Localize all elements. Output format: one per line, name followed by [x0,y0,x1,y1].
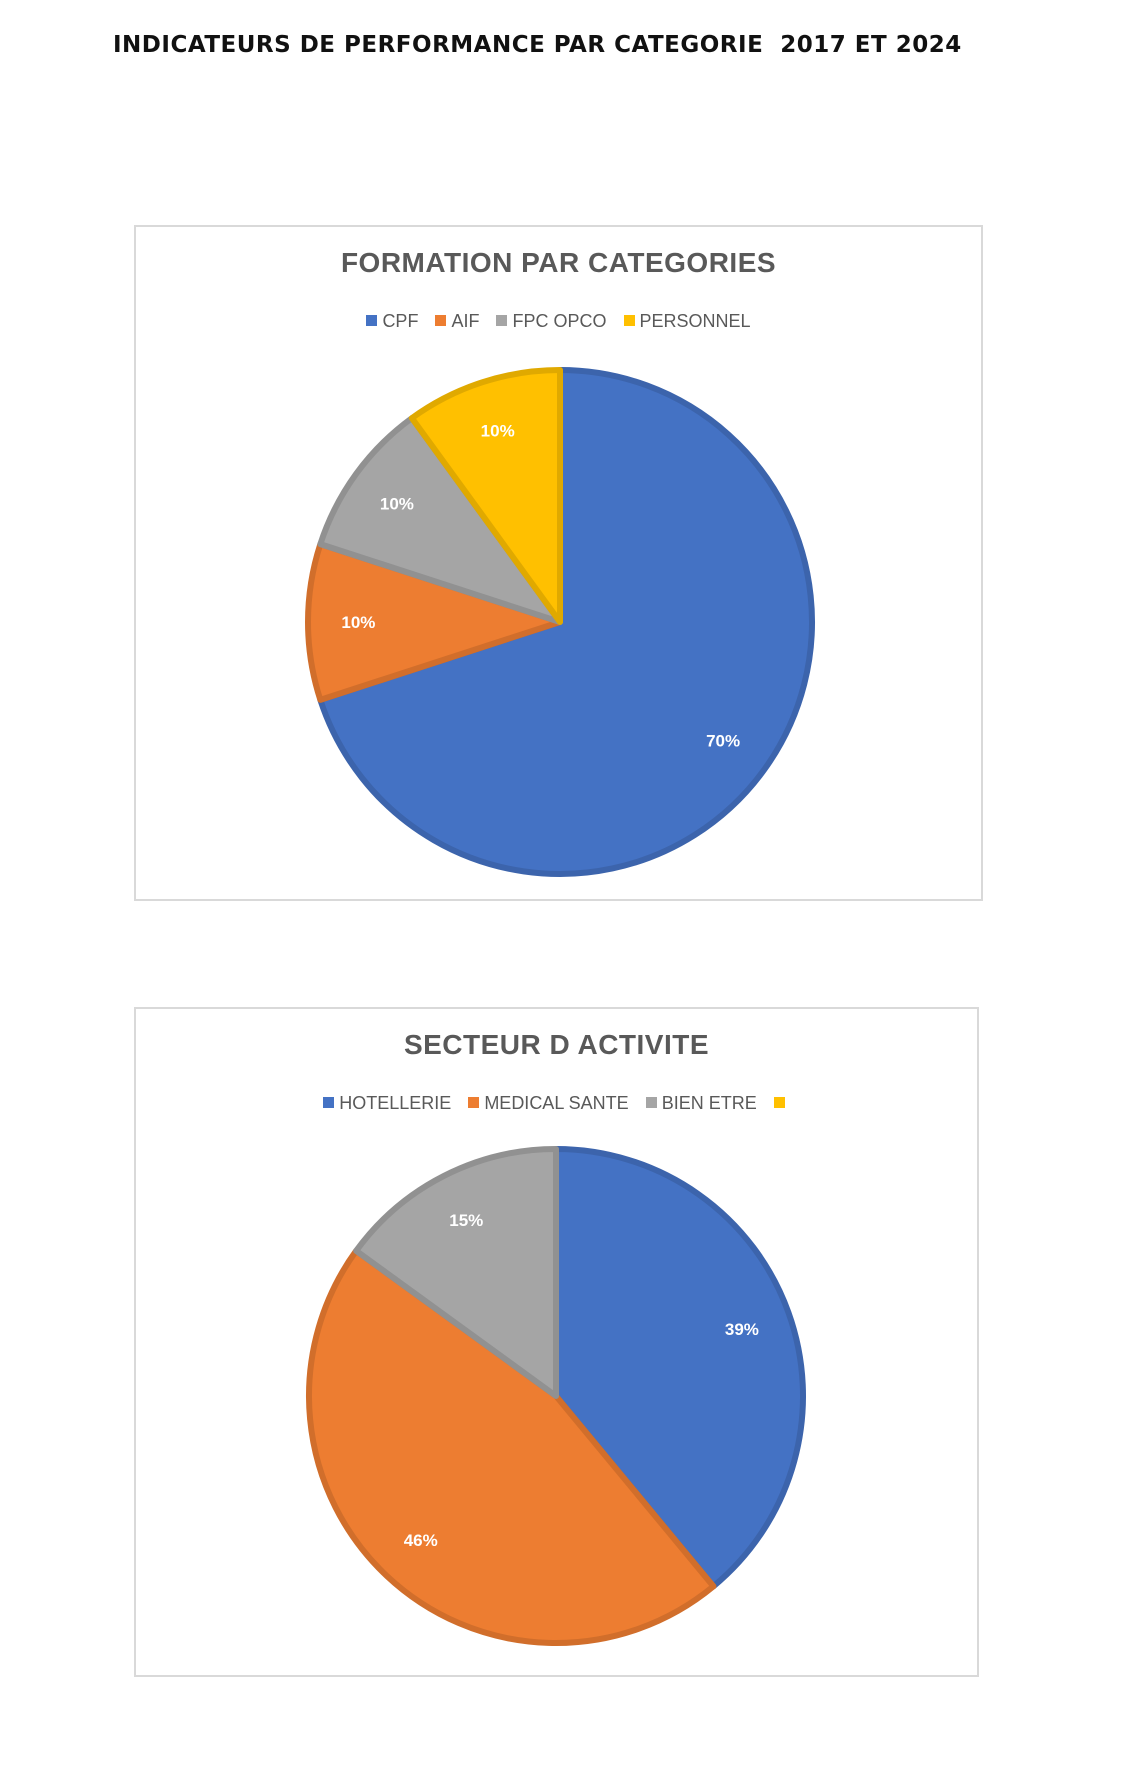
legend-label: CPF [382,311,419,331]
legend-label: MEDICAL SANTE [484,1093,629,1113]
pie-slice-medical-sante [306,1247,717,1646]
data-label-fpc-opco: 10% [380,495,414,514]
legend-item-fpc-opco: FPC OPCO [496,311,607,332]
legend-label: BIEN ETRE [661,1093,757,1113]
chart-secteur-d-activite: SECTEUR D ACTIVITE HOTELLERIE MEDICAL SA… [134,1007,979,1677]
pie-chart: 39% 46% 15% [306,1146,806,1646]
data-label-cpf: 70% [706,731,740,750]
legend-item-medical-sante: MEDICAL SANTE [468,1093,629,1114]
pie-slice-bien-etre [353,1146,559,1399]
legend-swatch [435,315,447,326]
data-label-hotellerie: 39% [725,1320,759,1339]
pie-slice-aif [305,541,563,703]
legend-item-hotellerie: HOTELLERIE [323,1093,451,1114]
pie-slice-fpc-opco [317,415,563,625]
legend-item-cpf: CPF [366,311,418,332]
legend-label: AIF [451,311,480,331]
legend-item-personnel: PERSONNEL [623,311,751,332]
legend-swatch [645,1097,657,1108]
legend-swatch [623,315,635,326]
legend-label: FPC OPCO [512,311,607,331]
pie-slice-personnel [408,367,563,625]
legend-label: HOTELLERIE [339,1093,452,1113]
pie-slice-hotellerie [553,1146,806,1590]
legend-swatch [468,1097,480,1108]
pie-chart: 70% 10% 10% 10% [305,367,815,877]
legend-label: PERSONNEL [639,311,751,331]
chart-legend: CPF AIF FPC OPCO PERSONNEL [136,311,981,332]
legend-swatch [496,315,508,326]
page-title: INDICATEURS DE PERFORMANCE PAR CATEGORIE… [113,32,962,58]
data-label-aif: 10% [341,613,375,632]
chart-title: FORMATION PAR CATEGORIES [340,247,777,278]
legend-swatch [366,315,378,326]
chart-title: SECTEUR D ACTIVITE [403,1029,710,1060]
data-label-personnel: 10% [481,421,515,440]
data-label-medical-sante: 46% [404,1531,438,1550]
data-label-bien-etre: 15% [449,1211,483,1230]
chart-legend: HOTELLERIE MEDICAL SANTE BIEN ETRE [136,1093,977,1114]
legend-item-bien-etre: BIEN ETRE [645,1093,757,1114]
pie-slice-cpf [317,367,815,877]
legend-swatch [773,1097,785,1108]
legend-swatch [323,1097,335,1108]
legend-item-aif: AIF [435,311,479,332]
legend-item-unnamed [773,1093,790,1114]
chart-formation-par-categories: FORMATION PAR CATEGORIES CPF AIF FPC OPC… [134,225,983,901]
